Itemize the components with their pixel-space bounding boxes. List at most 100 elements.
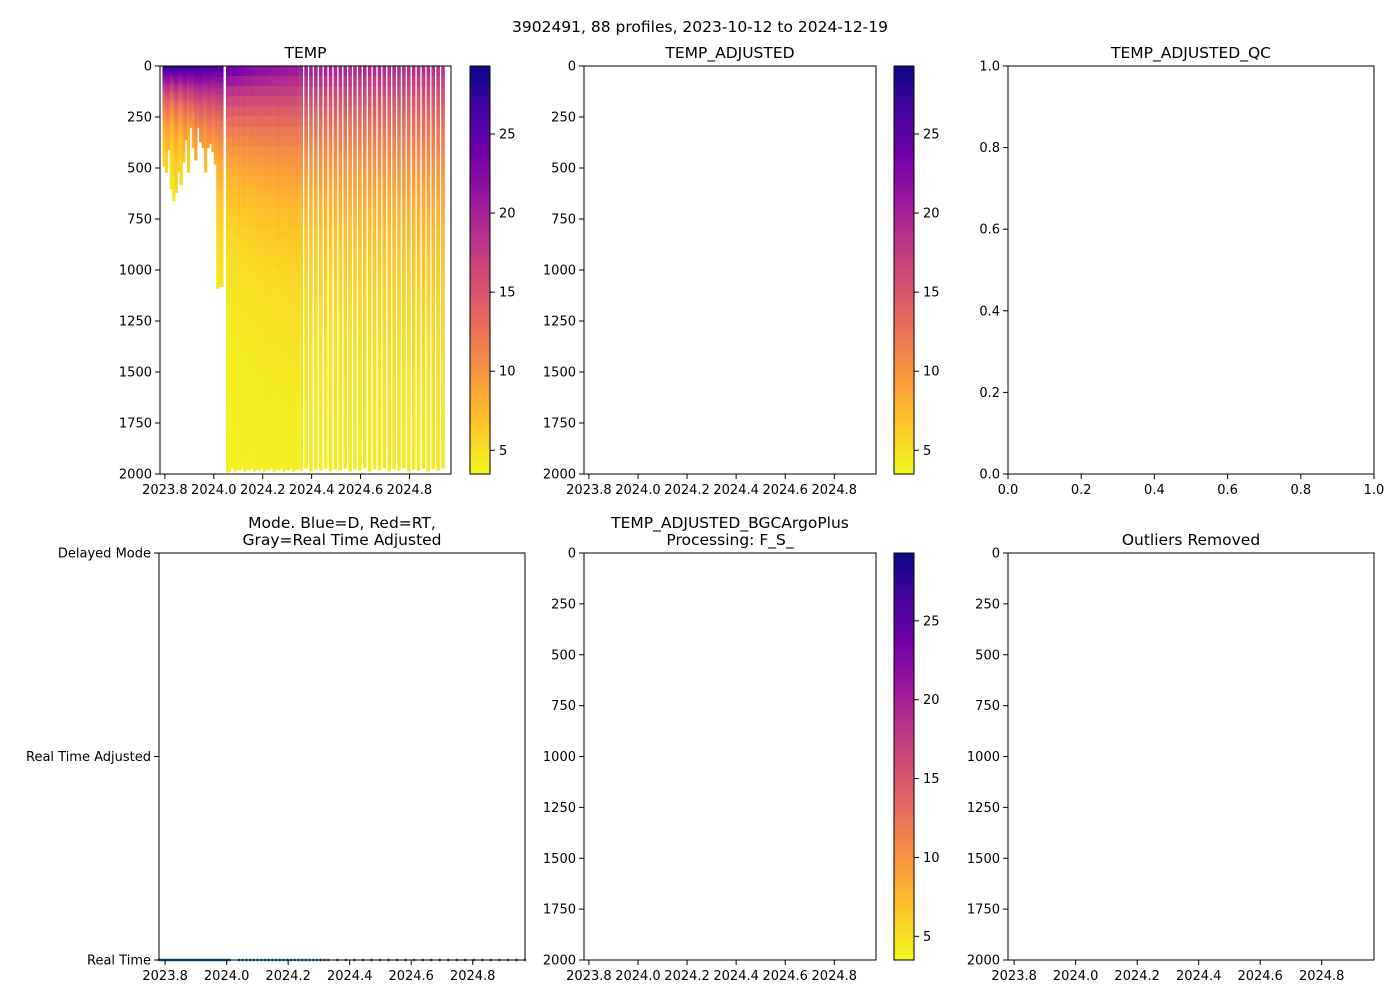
- temp-cell: [274, 327, 279, 339]
- temp-cell: [208, 81, 213, 85]
- temp-cell: [328, 238, 333, 249]
- temp-cell: [204, 169, 208, 173]
- temp-cell: [238, 267, 242, 279]
- temp-cell: [252, 217, 257, 229]
- temp-cell: [436, 237, 440, 249]
- temp-cell: [270, 317, 274, 328]
- temp-cell: [250, 226, 254, 238]
- temp-cell: [284, 257, 288, 269]
- temp-cell: [338, 177, 343, 188]
- temp-cell: [299, 308, 303, 320]
- temp-cell: [292, 136, 296, 148]
- temp-cell: [343, 96, 347, 107]
- temp-cell: [304, 377, 308, 389]
- temp-cell: [226, 197, 231, 209]
- temp-cell: [362, 437, 367, 449]
- temp-cell: [289, 417, 293, 429]
- temp-profile: [272, 66, 276, 472]
- temp-cell: [416, 86, 421, 97]
- temp-cell: [257, 156, 262, 168]
- temp-cell: [182, 147, 186, 151]
- temp-cell: [304, 397, 308, 409]
- temp-cell: [270, 96, 274, 107]
- temp-cell: [238, 449, 242, 461]
- temp-cell: [323, 297, 328, 308]
- temp-cell: [177, 68, 181, 72]
- temp-cell: [426, 410, 431, 421]
- temp-cell: [287, 459, 291, 471]
- temp-cell: [314, 66, 318, 77]
- temp-cell: [392, 146, 396, 158]
- temp-cell: [282, 440, 286, 452]
- temp-cell: [250, 106, 254, 117]
- temp-cell: [238, 389, 242, 400]
- temp-cell: [314, 348, 318, 359]
- temp-cell: [238, 419, 242, 431]
- temp-cell: [226, 279, 231, 290]
- temp-cell: [426, 197, 431, 209]
- temp-cell: [372, 458, 377, 470]
- temp-cell: [299, 449, 303, 461]
- temp-cell: [240, 96, 244, 107]
- temp-cell: [240, 106, 244, 117]
- temp-cell: [191, 110, 195, 114]
- temp-cell: [318, 298, 323, 309]
- temp-cell: [377, 368, 382, 380]
- temp-cell: [182, 152, 186, 156]
- temp-cell: [204, 164, 208, 168]
- temp-cell: [436, 318, 440, 330]
- temp-cell: [216, 88, 220, 95]
- temp-cell: [411, 257, 416, 269]
- temp-cell: [372, 348, 377, 359]
- temp-cell: [182, 123, 186, 127]
- temp-cell: [274, 408, 279, 420]
- temp-cell: [318, 106, 323, 118]
- temp-cell: [353, 277, 357, 289]
- temp-cell: [218, 209, 224, 216]
- temp-cell: [333, 106, 338, 117]
- temp-cell: [240, 347, 244, 358]
- temp-cell: [162, 115, 166, 120]
- temp-cell: [194, 129, 198, 133]
- temp-cell: [402, 337, 406, 348]
- temp-cell: [406, 96, 411, 108]
- temp-cell: [174, 176, 178, 181]
- temp-cell: [358, 116, 362, 128]
- temp-cell: [358, 409, 362, 421]
- temp-cell: [179, 110, 183, 114]
- temp-cell: [267, 278, 271, 289]
- temp-cell: [196, 104, 200, 107]
- temp-cell: [377, 328, 382, 340]
- temp-cell: [208, 128, 213, 131]
- temp-cell: [238, 66, 242, 77]
- temp-cell: [333, 136, 338, 148]
- temp-cell: [348, 258, 352, 270]
- temp-cell: [299, 409, 303, 421]
- temp-cell: [304, 437, 308, 449]
- temp-cell: [174, 81, 178, 86]
- temp-cell: [262, 136, 266, 148]
- temp-cell: [252, 187, 257, 199]
- temp-cell: [406, 86, 411, 97]
- temp-cell: [167, 107, 171, 111]
- temp-cell: [282, 136, 286, 148]
- temp-cell: [243, 339, 247, 351]
- temp-cell: [292, 116, 296, 128]
- temp-cell: [353, 438, 357, 450]
- temp-cell: [199, 107, 203, 110]
- temp-cell: [279, 256, 284, 268]
- temp-cell: [230, 367, 235, 379]
- temp-cell: [348, 339, 352, 351]
- temp-cell: [441, 126, 445, 137]
- temp-cell: [191, 123, 195, 126]
- temp-cell: [284, 337, 288, 349]
- temp-cell: [289, 256, 293, 268]
- temp-cell: [194, 119, 198, 123]
- temp-cell: [216, 71, 220, 78]
- temp-cell: [323, 337, 328, 348]
- temp-cell: [164, 87, 169, 91]
- temp-cell: [272, 116, 276, 128]
- temp-cell: [245, 297, 249, 309]
- y-tick-label: 750: [551, 699, 576, 714]
